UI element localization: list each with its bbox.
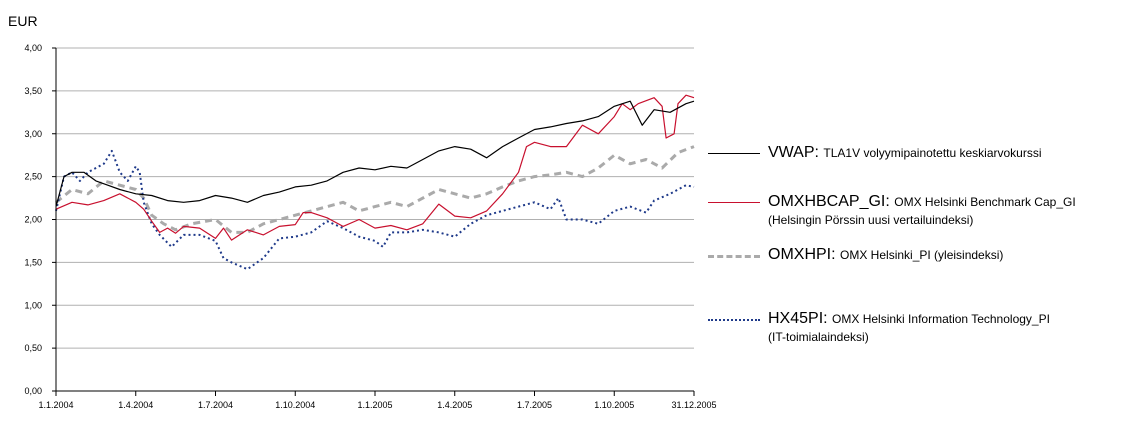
y-tick-label: 3,00 bbox=[24, 129, 42, 139]
legend-swatch-vwap bbox=[708, 147, 760, 161]
legend-name-hx45pi: HX45PI: bbox=[768, 310, 828, 327]
legend-swatch-omxhbcap bbox=[708, 196, 760, 210]
y-tick-label: 2,00 bbox=[24, 215, 42, 225]
series-line-hx45pi bbox=[55, 149, 695, 271]
legend-item-vwap: VWAP: TLA1V volyymipainotettu keskiarvok… bbox=[708, 143, 1042, 163]
y-axis-title: EUR bbox=[8, 13, 38, 29]
y-tick-label: 0,00 bbox=[24, 386, 42, 396]
y-tick-label: 3,50 bbox=[24, 86, 42, 96]
y-tick-label: 0,50 bbox=[24, 343, 42, 353]
legend-swatch-omxhpi bbox=[708, 249, 760, 263]
x-tick-label: 1.4.2004 bbox=[118, 400, 153, 410]
legend-swatch-hx45pi bbox=[708, 313, 760, 327]
x-tick-label: 1.4.2005 bbox=[437, 400, 472, 410]
legend-desc-hx45pi: OMX Helsinki Information Technology_PI bbox=[832, 312, 1050, 326]
x-tick-label: 1.1.2005 bbox=[357, 400, 392, 410]
y-tick-labels: 0,00 0,50 1,00 1,50 2,00 2,50 3,00 3,50 4,00 bbox=[24, 43, 56, 396]
x-tick-label: 1.1.2004 bbox=[38, 400, 73, 410]
x-tick-label: 1.7.2005 bbox=[517, 400, 552, 410]
x-tick-label: 1.10.2004 bbox=[275, 400, 315, 410]
legend-desc-vwap: TLA1V volyymipainotettu keskiarvokurssi bbox=[823, 146, 1042, 160]
x-tick-labels: 1.1.2004 1.4.2004 1.7.2004 1.10.2004 1.1.200… bbox=[38, 391, 717, 410]
x-tick-label: 1.10.2005 bbox=[594, 400, 634, 410]
legend-desc2-hx45pi: (IT-toimialaindeksi) bbox=[768, 330, 869, 344]
legend-desc-omxhpi: OMX Helsinki_PI (yleisindeksi) bbox=[840, 248, 1004, 262]
legend-name-omxhpi: OMXHPI: bbox=[768, 246, 836, 263]
y-tick-label: 1,50 bbox=[24, 257, 42, 267]
series-line-omxhpi bbox=[55, 145, 695, 234]
legend-item-hx45pi: HX45PI: OMX Helsinki Information Technol… bbox=[708, 309, 1050, 346]
y-tick-label: 4,00 bbox=[24, 43, 42, 53]
legend-name-omxhbcap: OMXHBCAP_GI: bbox=[768, 193, 890, 210]
series-lines bbox=[55, 94, 695, 271]
series-line-vwap bbox=[55, 100, 695, 207]
legend-item-omxhpi: OMXHPI: OMX Helsinki_PI (yleisindeksi) bbox=[708, 245, 1003, 265]
y-tick-label: 1,00 bbox=[24, 300, 42, 310]
x-tick-label: 1.7.2004 bbox=[198, 400, 233, 410]
y-tick-label: 2,50 bbox=[24, 172, 42, 182]
legend-desc-omxhbcap: OMX Helsinki Benchmark Cap_GI bbox=[894, 195, 1076, 209]
series-line-omxhbcapgi bbox=[55, 94, 695, 241]
x-tick-label: 31.12.2005 bbox=[671, 400, 716, 410]
legend-desc2-omxhbcap: (Helsingin Pörssin uusi vertailuindeksi) bbox=[768, 213, 974, 227]
legend-name-vwap: VWAP: bbox=[768, 144, 819, 161]
grid-lines bbox=[56, 47, 694, 349]
legend-item-omxhbcap: OMXHBCAP_GI: OMX Helsinki Benchmark Cap_… bbox=[708, 192, 1076, 229]
